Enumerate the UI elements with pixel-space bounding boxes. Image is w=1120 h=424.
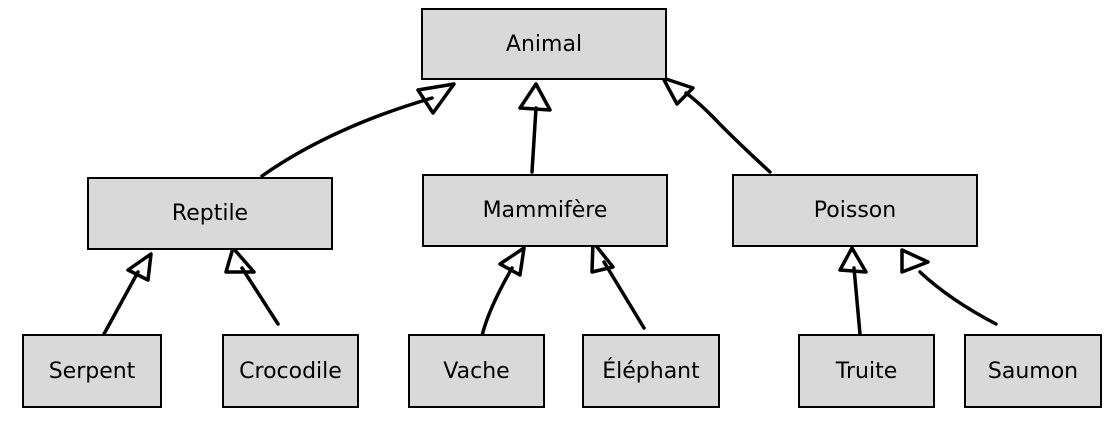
node-animal-label: Animal <box>505 31 583 57</box>
node-animal: Animal <box>421 8 667 80</box>
node-elephant-label: Éléphant <box>602 358 700 384</box>
arrow-saumon-to-poisson <box>900 248 998 326</box>
node-poisson: Poisson <box>732 174 978 247</box>
node-elephant: Éléphant <box>582 334 720 408</box>
node-reptile-label: Reptile <box>171 201 249 226</box>
node-vache: Vache <box>408 334 545 408</box>
arrow-truite-to-poisson <box>838 246 868 336</box>
node-poisson-label: Poisson <box>813 198 897 223</box>
arrow-crocodile-to-reptile <box>224 246 280 326</box>
arrow-mammifere-to-animal <box>518 82 552 174</box>
arrow-vache-to-mammifere <box>480 246 526 338</box>
node-serpent: Serpent <box>22 334 162 408</box>
node-reptile: Reptile <box>87 177 333 250</box>
node-mammifere: Mammifère <box>422 174 668 247</box>
node-vache-label: Vache <box>443 358 510 384</box>
arrow-reptile-to-animal <box>260 82 456 178</box>
node-serpent-label: Serpent <box>48 358 136 384</box>
node-truite-label: Truite <box>835 358 898 384</box>
node-saumon: Saumon <box>964 334 1102 408</box>
node-saumon-label: Saumon <box>987 358 1079 384</box>
node-truite: Truite <box>798 334 935 408</box>
arrow-poisson-to-animal <box>661 76 772 174</box>
arrow-serpent-to-reptile <box>102 252 153 336</box>
node-crocodile-label: Crocodile <box>239 358 342 384</box>
node-crocodile: Crocodile <box>222 334 359 408</box>
node-mammifere-label: Mammifère <box>482 198 608 223</box>
arrow-elephant-to-mammifere <box>590 240 646 330</box>
